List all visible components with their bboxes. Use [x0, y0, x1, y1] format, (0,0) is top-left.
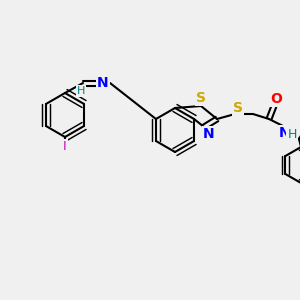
- Text: N: N: [279, 126, 291, 140]
- Text: N: N: [97, 76, 109, 90]
- Text: H: H: [287, 128, 297, 142]
- Text: N: N: [203, 127, 215, 141]
- Text: S: S: [196, 91, 206, 105]
- Text: I: I: [63, 140, 67, 154]
- Text: H: H: [77, 86, 85, 96]
- Text: O: O: [270, 92, 282, 106]
- Text: S: S: [233, 101, 243, 115]
